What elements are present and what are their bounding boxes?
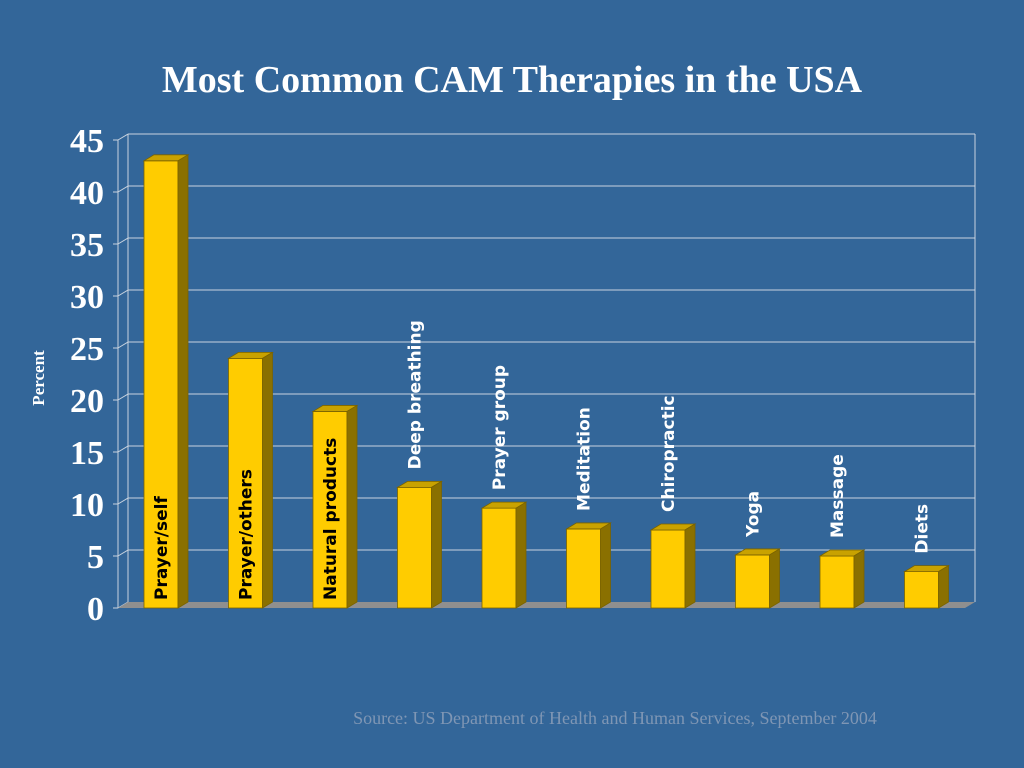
y-tick-label: 35	[70, 227, 104, 264]
bar	[397, 486, 432, 609]
category-label: Prayer/others	[237, 469, 257, 600]
y-tick-connector	[117, 549, 129, 557]
y-tick-connector	[117, 393, 129, 401]
bar-side-face	[515, 501, 527, 609]
y-tick-connector	[117, 185, 129, 193]
category-label: Massage	[828, 454, 848, 538]
category-label: Prayer/self	[152, 496, 172, 600]
bar-group	[903, 564, 950, 609]
bar-group	[311, 404, 359, 609]
bar	[650, 529, 686, 609]
bar	[819, 555, 855, 609]
y-tick-label: 10	[70, 487, 104, 524]
y-tick-label: 20	[70, 383, 104, 420]
y-tick-label: 5	[87, 539, 104, 576]
chart-title: Most Common CAM Therapies in the USA	[161, 59, 863, 101]
bar-side-face	[262, 351, 273, 609]
y-tick-connector	[117, 289, 129, 297]
bar-group	[734, 548, 781, 609]
y-tick-label: 15	[70, 435, 104, 472]
bar	[904, 571, 939, 609]
y-tick-label: 45	[70, 123, 104, 160]
category-label: Chiropractic	[659, 395, 679, 512]
bar	[735, 554, 770, 609]
y-axis-label: Percent	[29, 350, 48, 406]
bar-side-face	[431, 480, 442, 609]
category-label: Prayer group	[490, 365, 510, 490]
y-tick-label: 0	[87, 591, 104, 628]
bar-side-face	[769, 548, 780, 609]
bar-group	[142, 154, 190, 609]
bar	[566, 528, 601, 609]
bar-group	[227, 351, 274, 609]
bar-group	[396, 480, 443, 609]
bar-side-face	[600, 522, 611, 609]
category-label: Diets	[913, 504, 933, 554]
bar	[481, 507, 517, 609]
y-tick-label: 40	[70, 175, 104, 212]
bar	[143, 160, 179, 609]
bar-side-face	[938, 564, 949, 609]
y-tick-label: 25	[70, 331, 104, 368]
category-label: Yoga	[744, 491, 764, 538]
y-tick-label: 30	[70, 279, 104, 316]
category-label: Meditation	[575, 407, 595, 511]
bar-side-face	[853, 549, 865, 609]
bar-side-face	[346, 404, 358, 609]
bar-side-face	[177, 154, 189, 609]
y-tick-connector	[117, 341, 129, 349]
bar-group	[818, 549, 866, 609]
source-note: Source: US Department of Health and Huma…	[353, 708, 877, 728]
bar-group	[480, 501, 528, 609]
bar-group	[649, 523, 697, 609]
category-label: Deep breathing	[406, 320, 426, 469]
y-tick-connector	[117, 133, 129, 141]
y-tick-connector	[117, 497, 129, 505]
y-tick-connector	[117, 237, 129, 245]
y-tick-connector	[117, 445, 129, 453]
bar-side-face	[684, 523, 696, 609]
bar-group	[565, 522, 612, 609]
category-label: Natural products	[321, 438, 341, 600]
